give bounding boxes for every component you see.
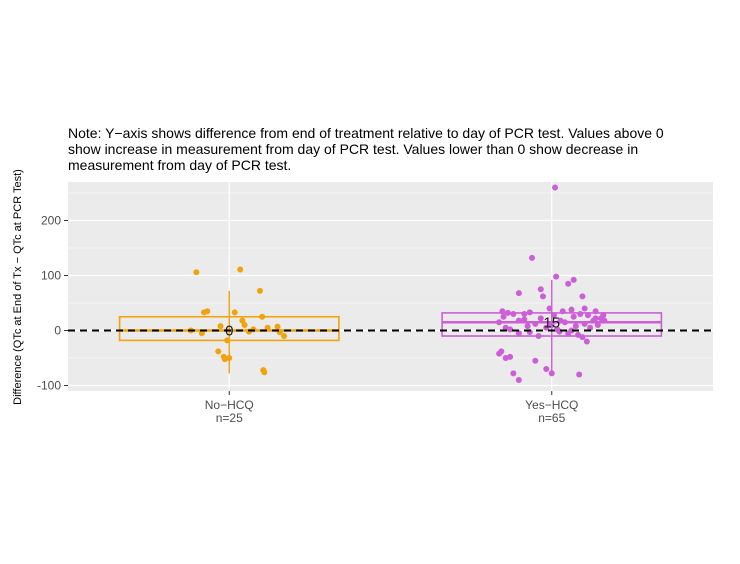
data-point (576, 371, 583, 378)
data-point (281, 333, 288, 339)
box (441, 312, 663, 337)
data-point (274, 323, 281, 330)
x-count-label: n=25 (216, 411, 243, 425)
data-point (565, 280, 572, 287)
data-point (543, 366, 550, 372)
data-point (521, 311, 528, 317)
data-point (241, 322, 248, 328)
x-count-label: n=65 (538, 411, 565, 425)
x-tick-label: Yes−HCQ (525, 398, 578, 412)
data-point (570, 276, 577, 283)
data-point (583, 338, 590, 345)
data-point (507, 353, 514, 360)
data-point (496, 350, 503, 357)
data-point (510, 311, 517, 317)
data-point (579, 334, 586, 341)
data-point (572, 323, 579, 330)
data-point (510, 370, 517, 377)
data-point (579, 293, 586, 300)
data-point (546, 305, 553, 312)
chart-note: Note: Y−axis shows difference from end o… (68, 125, 718, 173)
data-point (548, 370, 555, 377)
note-line-3: measurement from day of PCR test. (68, 157, 292, 173)
data-point (524, 323, 531, 330)
data-point (581, 305, 588, 312)
y-tick-label: -100 (37, 379, 61, 393)
data-point (587, 324, 594, 331)
plot-panel (68, 182, 713, 391)
data-point (215, 348, 222, 355)
data-point (515, 330, 522, 337)
y-tick-label: 100 (41, 269, 61, 283)
data-point (515, 377, 522, 383)
y-tick-label: 200 (41, 214, 61, 228)
data-point (226, 355, 233, 361)
data-point (231, 309, 238, 316)
data-point (537, 286, 544, 293)
data-point (507, 326, 514, 333)
y-tick-label: 0 (54, 324, 61, 338)
x-tick-label: No−HCQ (205, 398, 254, 412)
data-point (577, 311, 584, 317)
data-point (217, 323, 224, 330)
note-line-2: show increase in measurement from day of… (68, 141, 639, 157)
data-point (553, 273, 560, 280)
data-point (261, 369, 268, 376)
note-line-1: Note: Y−axis shows difference from end o… (68, 125, 664, 141)
data-point (570, 313, 577, 320)
data-point (539, 293, 546, 300)
data-point (204, 308, 211, 315)
data-point (537, 315, 544, 322)
data-point (529, 254, 536, 261)
data-point (193, 269, 200, 276)
data-point (500, 313, 507, 320)
data-point (532, 357, 539, 364)
data-point (552, 184, 559, 191)
data-point (543, 324, 550, 331)
data-point (515, 290, 522, 297)
data-point (256, 287, 263, 294)
data-point (568, 306, 575, 313)
data-point (568, 327, 575, 334)
median-label: 15 (543, 314, 560, 331)
box (118, 315, 340, 342)
data-point (237, 266, 244, 273)
